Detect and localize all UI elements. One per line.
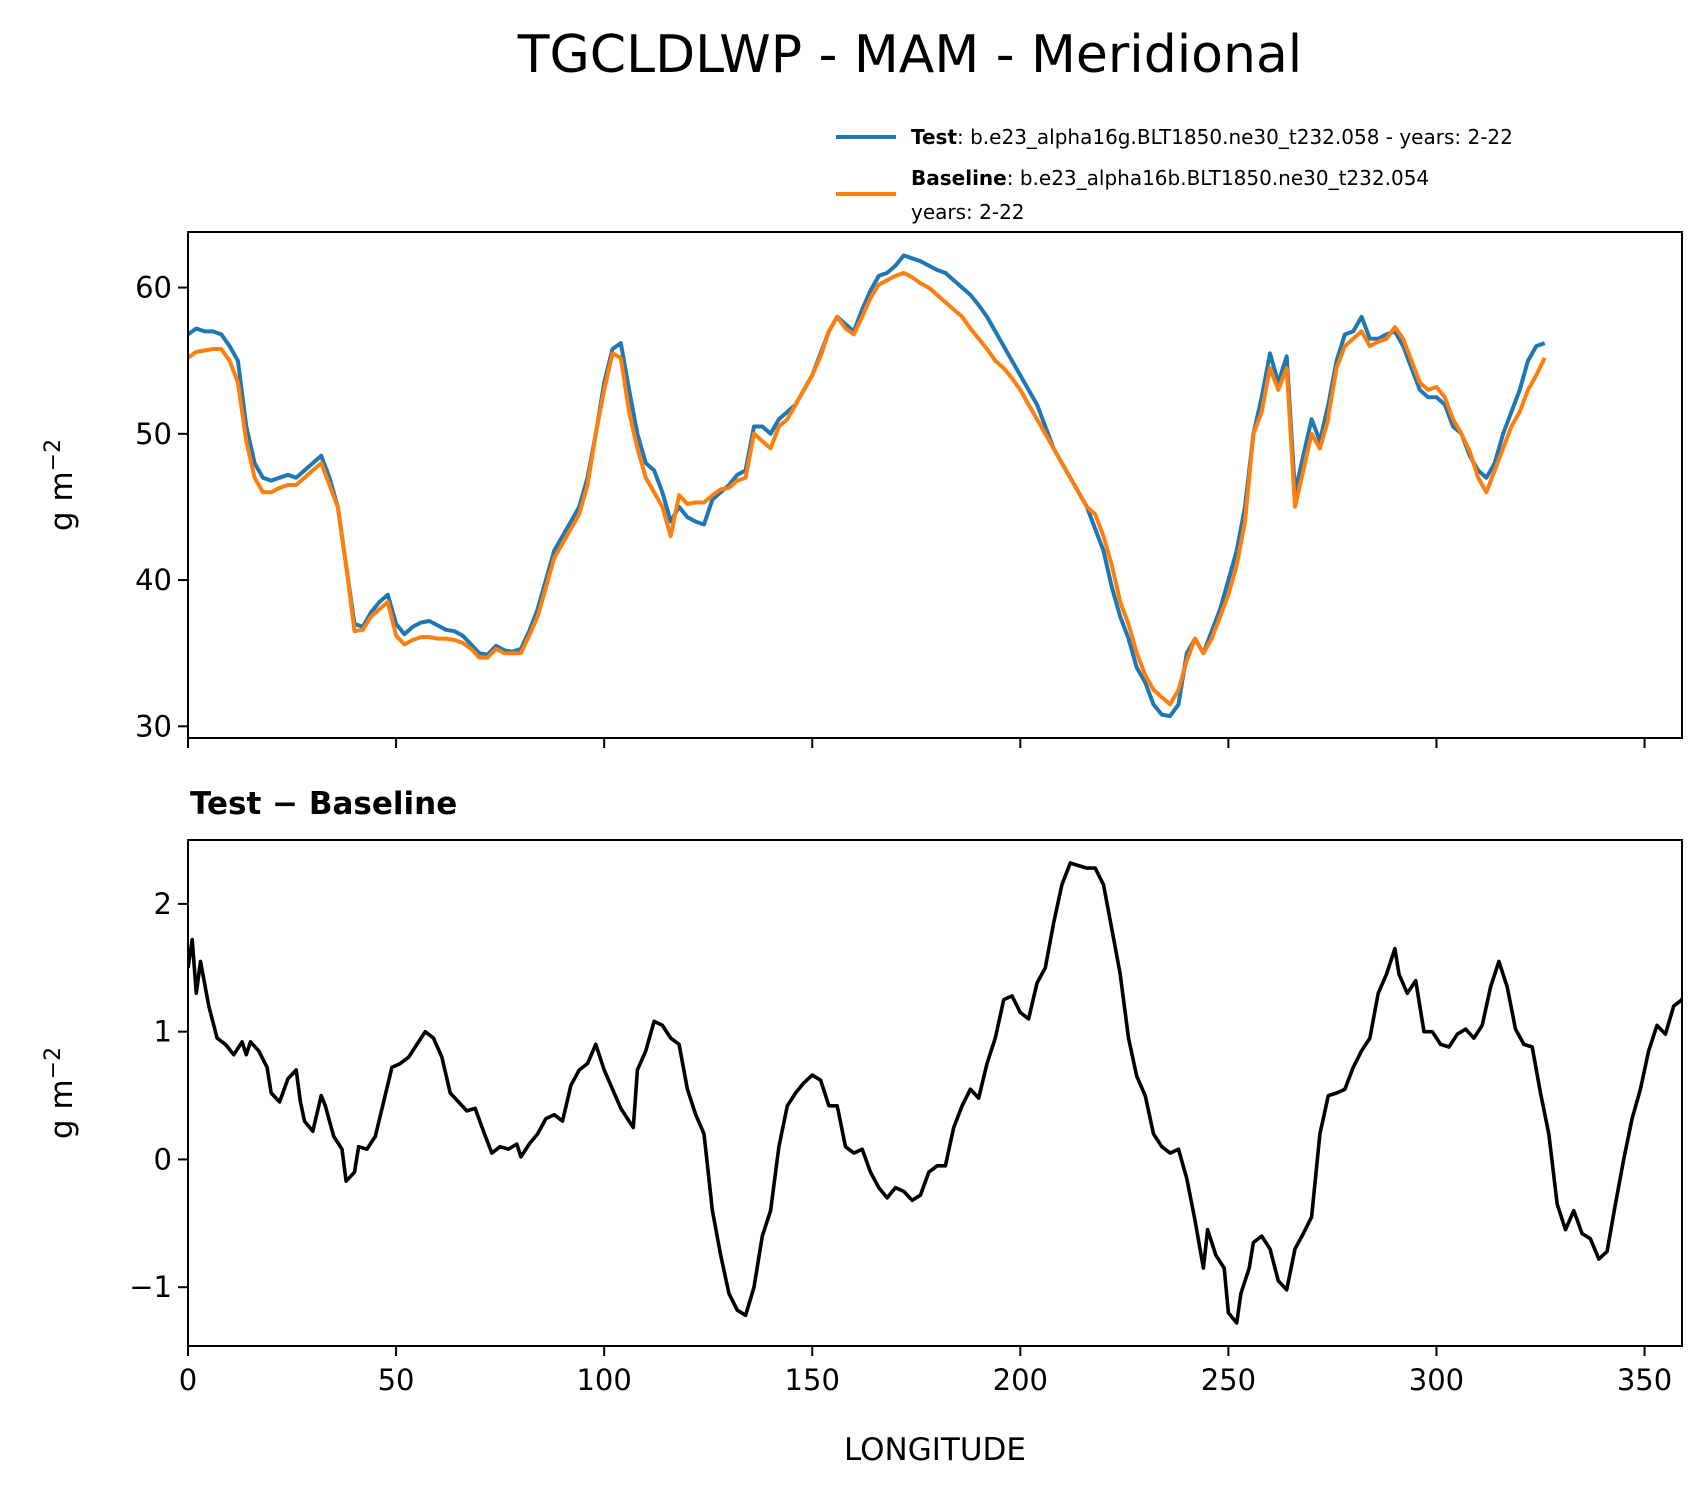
top-ytick-label: 30 (135, 709, 172, 743)
legend-label-test: Test: b.e23_alpha16g.BLT1850.ne30_t232.0… (911, 125, 1513, 149)
bottom-xtick-label: 350 (1617, 1363, 1672, 1397)
top-series-group (188, 253, 1547, 719)
bottom-ylabel-sup: −2 (41, 1047, 66, 1079)
top-x-ticks (187, 738, 1646, 748)
top-ytick-label: 60 (135, 271, 172, 305)
bottom-axes-frame (187, 839, 1683, 1347)
bottom-y-axis-label: g m−2 (41, 1047, 80, 1139)
bottom-xtick-label: 50 (378, 1363, 415, 1397)
top-ytick-label: 40 (135, 563, 172, 597)
top-y-axis-label: g m−2 (41, 439, 80, 531)
bottom-ylabel-text: g m (44, 1079, 80, 1139)
bottom-series-group (188, 861, 1682, 1325)
bottom-series-line-test-baseline (188, 861, 1682, 1325)
top-axes-frame (187, 231, 1683, 739)
bottom-xtick-label: 0 (179, 1363, 197, 1397)
diff-panel-title: Test − Baseline (190, 786, 457, 822)
bottom-xtick-label: 300 (1409, 1363, 1464, 1397)
bottom-xtick-label: 150 (785, 1363, 840, 1397)
top-y-ticks: 30 40 50 60 (135, 271, 188, 743)
legend-text-baseline: : b.e23_alpha16b.BLT1850.ne30_t232.054 (1007, 166, 1429, 190)
legend-text-baseline-years: years: 2-22 (911, 200, 1025, 224)
legend-text-test: : b.e23_alpha16g.BLT1850.ne30_t232.058 -… (957, 125, 1513, 149)
bottom-ytick-label: 1 (154, 1015, 172, 1049)
bottom-panel: −1 0 1 2 0 50 100 150 200 250 300 350 g m−2 LONGIT… (41, 839, 1683, 1468)
top-ylabel-sup: −2 (41, 439, 66, 471)
chart-title: TGCLDLWP - MAM - Meridional (517, 25, 1303, 85)
x-axis-label: LONGITUDE (844, 1432, 1026, 1468)
bottom-ytick-label: 2 (154, 887, 172, 921)
bottom-xtick-label: 200 (993, 1363, 1048, 1397)
top-panel: 30 40 50 60 g m−2 (41, 231, 1683, 748)
legend-label-baseline: Baseline: b.e23_alpha16b.BLT1850.ne30_t2… (911, 166, 1429, 190)
bottom-xtick-label: 250 (1201, 1363, 1256, 1397)
top-series-line-baseline (188, 270, 1547, 707)
bottom-x-ticks: 0 50 100 150 200 250 300 350 (179, 1346, 1672, 1397)
bottom-xtick-label: 100 (576, 1363, 631, 1397)
top-ytick-label: 50 (135, 417, 172, 451)
bottom-ytick-label: 0 (154, 1142, 172, 1176)
bottom-y-ticks: −1 0 1 2 (129, 887, 188, 1304)
legend-name-test: Test (911, 125, 957, 149)
top-series-line-test (188, 253, 1546, 719)
legend: Test: b.e23_alpha16g.BLT1850.ne30_t232.0… (836, 125, 1513, 224)
bottom-ytick-label: −1 (129, 1270, 172, 1304)
top-ylabel-text: g m (44, 471, 80, 531)
legend-name-baseline: Baseline (911, 166, 1007, 190)
